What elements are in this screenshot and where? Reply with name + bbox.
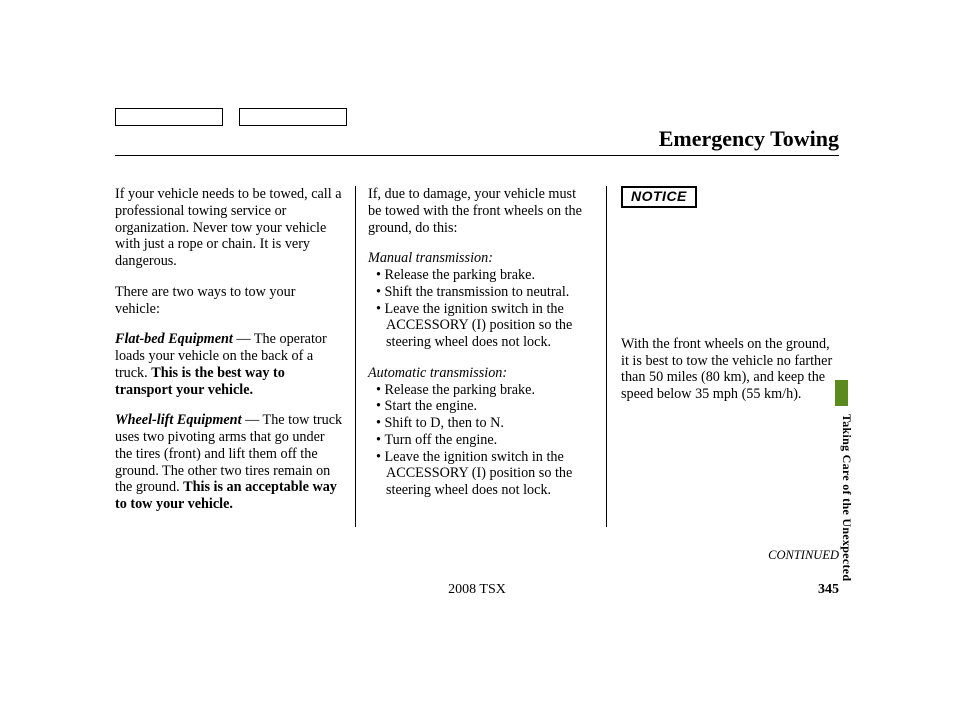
manual-item: Release the parking brake. xyxy=(376,267,592,284)
page-root: Emergency Towing If your vehicle needs t… xyxy=(0,0,954,710)
col1-para-1: If your vehicle needs to be towed, call … xyxy=(115,186,343,270)
title-rule xyxy=(115,155,839,156)
section-label: Taking Care of the Unexpected xyxy=(839,414,854,581)
manual-item: Leave the ignition switch in the ACCESSO… xyxy=(376,301,592,351)
col2-intro: If, due to damage, your vehicle must be … xyxy=(368,186,592,236)
auto-item: Start the engine. xyxy=(376,398,592,415)
content-columns: If your vehicle needs to be towed, call … xyxy=(115,186,839,527)
col3-spacer xyxy=(621,208,839,336)
header-bracket-1 xyxy=(115,108,223,126)
column-1: If your vehicle needs to be towed, call … xyxy=(115,186,355,527)
notice-box: NOTICE xyxy=(621,186,697,208)
column-2: If, due to damage, your vehicle must be … xyxy=(355,186,607,527)
auto-item: Release the parking brake. xyxy=(376,382,592,399)
page-title: Emergency Towing xyxy=(659,126,839,152)
footer-page-number: 345 xyxy=(818,582,839,598)
footer-model: 2008 TSX xyxy=(448,582,506,598)
col3-body: With the front wheels on the ground, it … xyxy=(621,336,839,403)
auto-list: Release the parking brake. Start the eng… xyxy=(368,382,592,499)
auto-item: Shift to D, then to N. xyxy=(376,415,592,432)
header-bracket-group xyxy=(115,108,347,126)
wheellift-label: Wheel-lift Equipment xyxy=(115,412,242,428)
column-3: NOTICE With the front wheels on the grou… xyxy=(607,186,839,527)
continued-label: CONTINUED xyxy=(768,548,839,563)
col1-wheellift-para: Wheel-lift Equipment — The tow truck use… xyxy=(115,412,343,513)
manual-item: Shift the transmission to neutral. xyxy=(376,284,592,301)
header-bracket-2 xyxy=(239,108,347,126)
manual-list: Release the parking brake. Shift the tra… xyxy=(368,267,592,351)
notice-wrapper: NOTICE xyxy=(621,186,839,208)
auto-item: Leave the ignition switch in the ACCESSO… xyxy=(376,449,592,499)
section-tab xyxy=(835,380,848,406)
col1-flatbed-para: Flat-bed Equipment — The operator loads … xyxy=(115,331,343,398)
manual-heading: Manual transmission: xyxy=(368,250,592,267)
auto-item: Turn off the engine. xyxy=(376,432,592,449)
auto-heading: Automatic transmission: xyxy=(368,365,592,382)
col1-para-2: There are two ways to tow your vehicle: xyxy=(115,284,343,318)
flatbed-label: Flat-bed Equipment xyxy=(115,331,233,347)
